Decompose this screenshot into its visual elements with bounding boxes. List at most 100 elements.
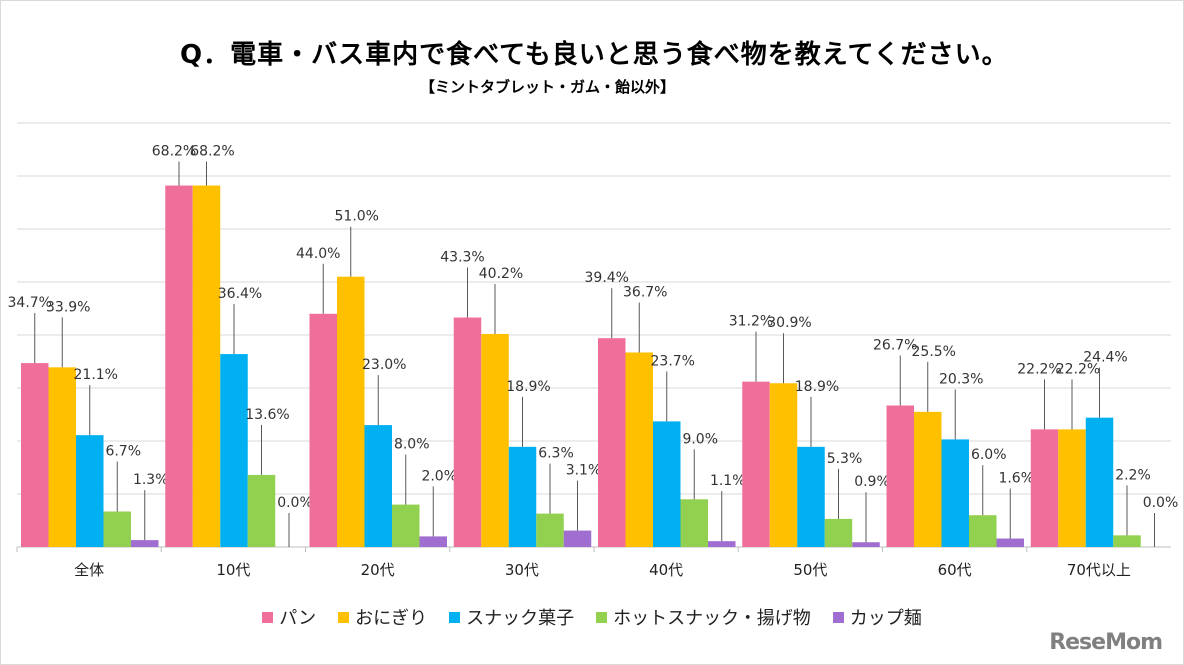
data-label: 0.0% bbox=[1143, 495, 1179, 511]
x-tick-label: 40代 bbox=[649, 561, 683, 579]
legend-label: スナック菓子 bbox=[466, 608, 575, 629]
bar-おにぎり bbox=[769, 383, 798, 547]
bar-おにぎり bbox=[192, 185, 221, 548]
bar-カップ麺 bbox=[708, 541, 736, 547]
data-label: 0.9% bbox=[854, 474, 890, 490]
resemom-logo: ReseMom bbox=[1049, 630, 1163, 655]
bar-パン bbox=[309, 313, 337, 547]
x-tick-label: 60代 bbox=[938, 561, 972, 579]
bar-おにぎり bbox=[337, 276, 365, 547]
data-label: 2.2% bbox=[1115, 467, 1151, 483]
data-label: 8.0% bbox=[394, 437, 430, 453]
data-label: 30.9% bbox=[767, 315, 811, 331]
bar-スナック菓子 bbox=[1085, 417, 1114, 547]
bar-スナック菓子 bbox=[941, 439, 969, 547]
data-label: 51.0% bbox=[335, 209, 379, 225]
legend: パン おにぎり スナック菓子 ホットスナック・揚げ物 カップ麺 bbox=[0, 604, 1184, 630]
bar-ホットスナック・揚げ物 bbox=[1113, 535, 1141, 547]
bar-スナック菓子 bbox=[76, 435, 104, 547]
data-label: 3.1% bbox=[566, 463, 602, 479]
legend-label: カップ麺 bbox=[849, 608, 922, 629]
bar-おにぎり bbox=[625, 352, 653, 547]
bar-パン bbox=[1030, 429, 1059, 547]
bar-ホットスナック・揚げ物 bbox=[536, 513, 564, 547]
bar-スナック菓子 bbox=[797, 446, 825, 547]
data-label: 23.0% bbox=[362, 357, 406, 373]
data-label: 1.6% bbox=[998, 471, 1034, 487]
data-label: 6.7% bbox=[105, 443, 141, 459]
data-label: 68.2% bbox=[190, 144, 234, 160]
bar-パン bbox=[21, 363, 49, 547]
x-tick-label: 20代 bbox=[361, 561, 395, 579]
bar-パン bbox=[742, 381, 770, 547]
data-label: 22.2% bbox=[1056, 361, 1100, 377]
bar-おにぎり bbox=[1058, 429, 1086, 547]
data-label: 44.0% bbox=[296, 246, 340, 262]
bar-ホットスナック・揚げ物 bbox=[680, 499, 708, 547]
legend-swatch bbox=[596, 611, 608, 623]
data-label: 21.1% bbox=[74, 367, 118, 383]
bar-カップ麺 bbox=[563, 530, 592, 547]
bar-スナック菓子 bbox=[220, 354, 248, 547]
bar-ホットスナック・揚げ物 bbox=[247, 474, 276, 547]
data-label: 18.9% bbox=[795, 379, 839, 395]
legend-swatch bbox=[338, 611, 350, 623]
data-label: 24.4% bbox=[1083, 350, 1127, 366]
data-label: 20.3% bbox=[939, 371, 983, 387]
bar-ホットスナック・揚げ物 bbox=[824, 518, 853, 547]
data-label: 2.0% bbox=[421, 468, 457, 484]
legend-swatch bbox=[262, 611, 274, 623]
data-label: 6.0% bbox=[971, 447, 1007, 463]
bar-パン bbox=[165, 185, 193, 548]
data-label: 36.7% bbox=[623, 284, 667, 300]
x-tick-label: 50代 bbox=[793, 561, 827, 579]
data-label: 43.3% bbox=[440, 250, 484, 266]
bar-おにぎり bbox=[48, 367, 76, 547]
bar-ホットスナック・揚げ物 bbox=[969, 515, 997, 547]
legend-label: パン bbox=[279, 608, 317, 629]
data-label: 39.4% bbox=[585, 270, 629, 286]
chart-title: Q．電車・バス車内で食べても良いと思う食べ物を教えてください。 bbox=[180, 40, 1009, 70]
bar-パン bbox=[598, 338, 626, 547]
data-label: 6.3% bbox=[538, 446, 574, 462]
data-label: 1.1% bbox=[710, 473, 746, 489]
data-label: 23.7% bbox=[651, 353, 695, 369]
legend-item: ホットスナック・揚げ物 bbox=[596, 604, 811, 630]
data-label: 9.0% bbox=[682, 431, 718, 447]
bar-ホットスナック・揚げ物 bbox=[103, 511, 131, 547]
data-label: 5.3% bbox=[827, 451, 863, 467]
chart-subtitle: 【ミントタブレット・ガム・飴以外】 bbox=[420, 78, 676, 96]
bar-カップ麺 bbox=[131, 540, 159, 547]
bar-ホットスナック・揚げ物 bbox=[392, 504, 420, 547]
x-tick-label: 10代 bbox=[216, 561, 250, 579]
bar-カップ麺 bbox=[996, 538, 1024, 547]
bar-スナック菓子 bbox=[653, 421, 681, 547]
data-label: 33.9% bbox=[46, 299, 90, 315]
legend-item: パン bbox=[262, 604, 316, 630]
bar-カップ麺 bbox=[852, 542, 880, 547]
x-tick-label: 全体 bbox=[74, 561, 104, 579]
bar-パン bbox=[453, 317, 482, 547]
data-label: 0.0% bbox=[277, 495, 313, 511]
data-label: 26.7% bbox=[873, 337, 917, 353]
data-label: 40.2% bbox=[479, 266, 523, 282]
legend-item: スナック菓子 bbox=[449, 604, 574, 630]
bar-スナック菓子 bbox=[508, 446, 537, 547]
legend-label: ホットスナック・揚げ物 bbox=[613, 608, 811, 629]
bar-スナック菓子 bbox=[364, 425, 392, 547]
bar-おにぎり bbox=[481, 333, 509, 547]
data-label: 13.6% bbox=[245, 407, 289, 423]
data-label: 1.3% bbox=[133, 472, 169, 488]
data-label: 22.2% bbox=[1017, 361, 1061, 377]
bar-パン bbox=[886, 405, 914, 547]
x-tick-label: 70代以上 bbox=[1067, 561, 1131, 579]
x-tick-label: 30代 bbox=[505, 561, 539, 579]
data-label: 31.2% bbox=[729, 314, 773, 330]
bar-カップ麺 bbox=[419, 536, 447, 547]
bar-おにぎり bbox=[914, 411, 942, 547]
data-label: 68.2% bbox=[152, 144, 196, 160]
data-label: 36.4% bbox=[218, 286, 262, 302]
data-label: 34.7% bbox=[8, 295, 52, 311]
legend-swatch bbox=[449, 611, 461, 623]
